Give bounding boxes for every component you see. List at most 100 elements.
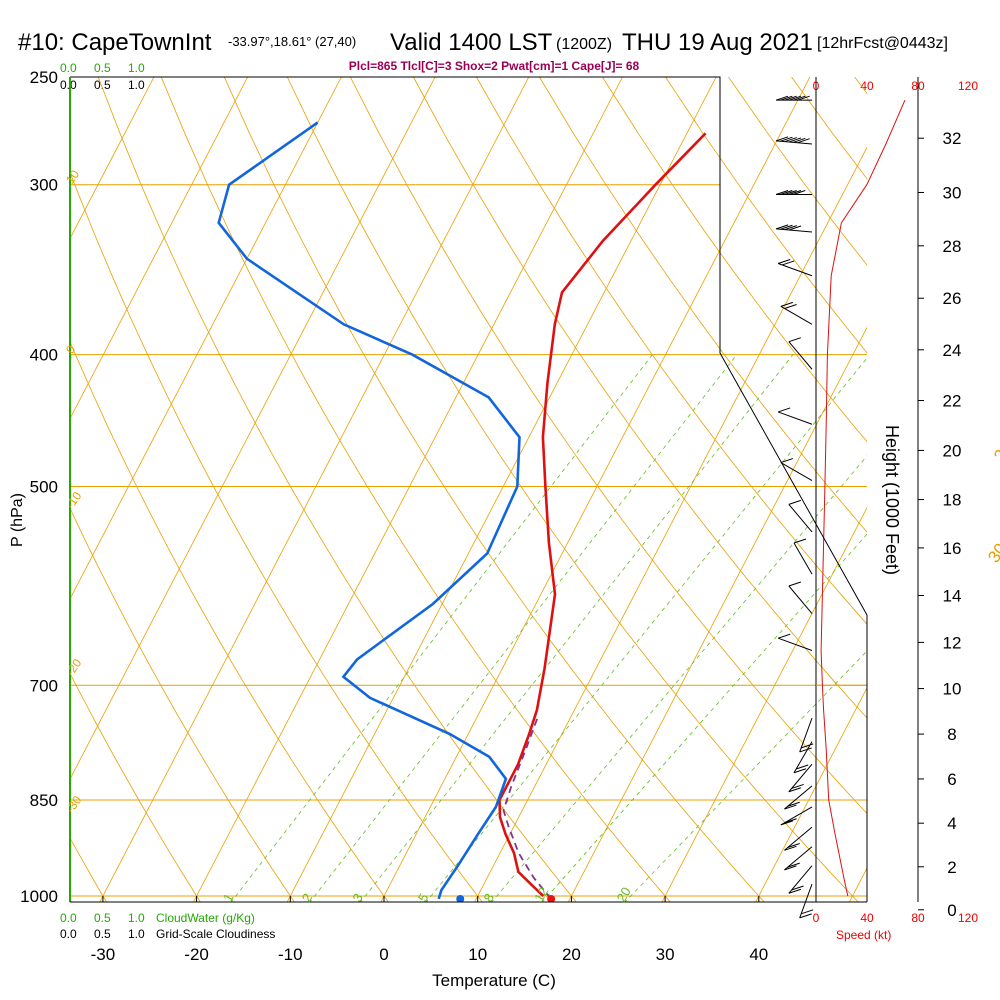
wind-barb-flag bbox=[784, 190, 797, 195]
wind-barb bbox=[793, 741, 813, 774]
x-tick-30: 30 bbox=[656, 945, 675, 964]
y-axis-title: P (hPa) bbox=[9, 493, 26, 547]
stability-indices: Plcl=865 Tlcl[C]=3 Shox=2 Pwat[cm]=1 Cap… bbox=[349, 59, 640, 73]
wind-barb bbox=[788, 337, 813, 370]
wind-barb-flag bbox=[780, 95, 793, 101]
p-tick-300: 300 bbox=[30, 176, 58, 195]
surface-dew bbox=[456, 894, 465, 902]
cloud-top-black-1: 0.5 bbox=[94, 78, 111, 92]
x-tick--10: -10 bbox=[278, 945, 303, 964]
speed-bottom-1: 40 bbox=[860, 911, 874, 925]
wind-barb bbox=[784, 846, 813, 871]
wind-barb-flag bbox=[784, 137, 797, 143]
wind-barb-flag bbox=[788, 137, 802, 143]
wind-barb-flag bbox=[784, 304, 797, 310]
valid-utc: (1200Z) bbox=[556, 36, 612, 53]
series-temperature bbox=[498, 132, 707, 897]
dry-adiabat bbox=[70, 340, 389, 902]
wind-barb bbox=[788, 581, 813, 614]
height-tick-28: 28 bbox=[943, 237, 962, 256]
wind-barb-flag bbox=[793, 190, 806, 195]
wind-barb-staff bbox=[778, 411, 813, 425]
isotherm-line bbox=[99, 77, 530, 902]
wind-barb-flag bbox=[780, 136, 793, 142]
wind-barb-staff bbox=[788, 585, 813, 614]
cloud-bottom-black-0: 0.0 bbox=[60, 927, 77, 941]
wind-barb bbox=[784, 826, 813, 851]
x-tick--30: -30 bbox=[91, 945, 116, 964]
wind-barb-flag bbox=[780, 224, 793, 230]
wind-barb-flag bbox=[791, 783, 804, 789]
x-tick-10: 10 bbox=[468, 945, 487, 964]
height-tick-26: 26 bbox=[943, 289, 962, 308]
speed-top-1: 40 bbox=[860, 79, 874, 93]
isotherm-label: 30 bbox=[984, 540, 1000, 566]
wind-barb-flag bbox=[787, 801, 800, 807]
wind-barb-staff bbox=[778, 637, 813, 651]
wind-barb-flag bbox=[793, 538, 807, 544]
wind-barb-flag bbox=[791, 885, 804, 891]
wind-barb-flag bbox=[788, 787, 802, 793]
wind-barb-flag bbox=[784, 225, 797, 231]
p-tick-250: 250 bbox=[30, 68, 58, 87]
wind-barb-flag bbox=[788, 581, 802, 587]
x-tick-0: 0 bbox=[379, 945, 388, 964]
cloud-top-green-1: 0.5 bbox=[94, 61, 111, 75]
cloud-scale-bottom: 0.0 0.5 1.0 CloudWater (g/Kg) 0.0 0.5 1.… bbox=[60, 911, 275, 941]
isotherm-line bbox=[193, 77, 623, 902]
height-tick-0: 0 bbox=[947, 901, 956, 920]
wind-barb bbox=[775, 190, 812, 195]
height-tick-14: 14 bbox=[943, 587, 962, 606]
p-tick-1000: 1000 bbox=[20, 887, 58, 906]
dry-adiabat bbox=[413, 77, 867, 719]
isotherm-label: 20 bbox=[990, 438, 1000, 464]
height-tick-32: 32 bbox=[943, 129, 962, 148]
wind-barb-flag bbox=[784, 865, 797, 871]
wind-barb-staff bbox=[784, 826, 813, 851]
wind-barb-flag bbox=[787, 862, 800, 868]
mixing-ratio-line bbox=[230, 354, 653, 902]
wind-barb-flag bbox=[793, 768, 807, 774]
height-tick-12: 12 bbox=[943, 633, 962, 652]
height-tick-30: 30 bbox=[943, 183, 962, 202]
dry-adiabat bbox=[476, 77, 867, 625]
y2-axis-title: Height (1000 Feet) bbox=[882, 425, 902, 575]
dry-adiabat bbox=[854, 77, 867, 95]
speed-top-3: 120 bbox=[958, 79, 978, 93]
wind-barb bbox=[799, 717, 814, 753]
wind-barb-staff bbox=[784, 846, 813, 871]
valid-date: THU 19 Aug 2021 bbox=[622, 29, 813, 56]
cloud-water-label: CloudWater (g/Kg) bbox=[156, 911, 255, 925]
cloud-bottom-green-1: 0.5 bbox=[94, 911, 111, 925]
wind-barb bbox=[793, 538, 813, 575]
p-tick-700: 700 bbox=[30, 676, 58, 695]
wind-barb-flag bbox=[780, 190, 793, 195]
isotherm-label: 10 bbox=[63, 167, 82, 186]
mixing-ratio-line bbox=[624, 650, 867, 902]
wind-barb-flag bbox=[775, 224, 789, 230]
speed-axis-label: Speed (kt) bbox=[836, 928, 891, 942]
wind-barb-flag bbox=[801, 909, 814, 915]
dry-adiabat bbox=[70, 171, 483, 902]
isotherm-line bbox=[380, 77, 811, 902]
forecast-label: [12hrFcst@0443z] bbox=[817, 35, 948, 52]
wind-barb bbox=[775, 95, 812, 101]
isotherm-line bbox=[931, 77, 1000, 925]
speed-bottom-2: 80 bbox=[911, 911, 925, 925]
dry-adiabat bbox=[349, 77, 867, 815]
dry-adiabat bbox=[97, 77, 577, 902]
wind-barb bbox=[778, 258, 813, 277]
isotherm-line bbox=[661, 506, 867, 902]
wind-barb-flag bbox=[788, 888, 802, 894]
height-tick-16: 16 bbox=[943, 539, 962, 558]
mixing-ratio-line bbox=[425, 357, 867, 902]
dry-adiabat bbox=[665, 77, 867, 354]
wind-barb-flag bbox=[797, 95, 810, 101]
wind-barb-staff bbox=[776, 228, 813, 233]
wind-barb-flag bbox=[793, 95, 806, 101]
wind-speed-profile bbox=[820, 100, 906, 897]
wind-barb bbox=[788, 499, 813, 533]
height-tick-4: 4 bbox=[947, 814, 956, 833]
p-tick-500: 500 bbox=[30, 478, 58, 497]
wind-barb-staff bbox=[788, 763, 813, 793]
